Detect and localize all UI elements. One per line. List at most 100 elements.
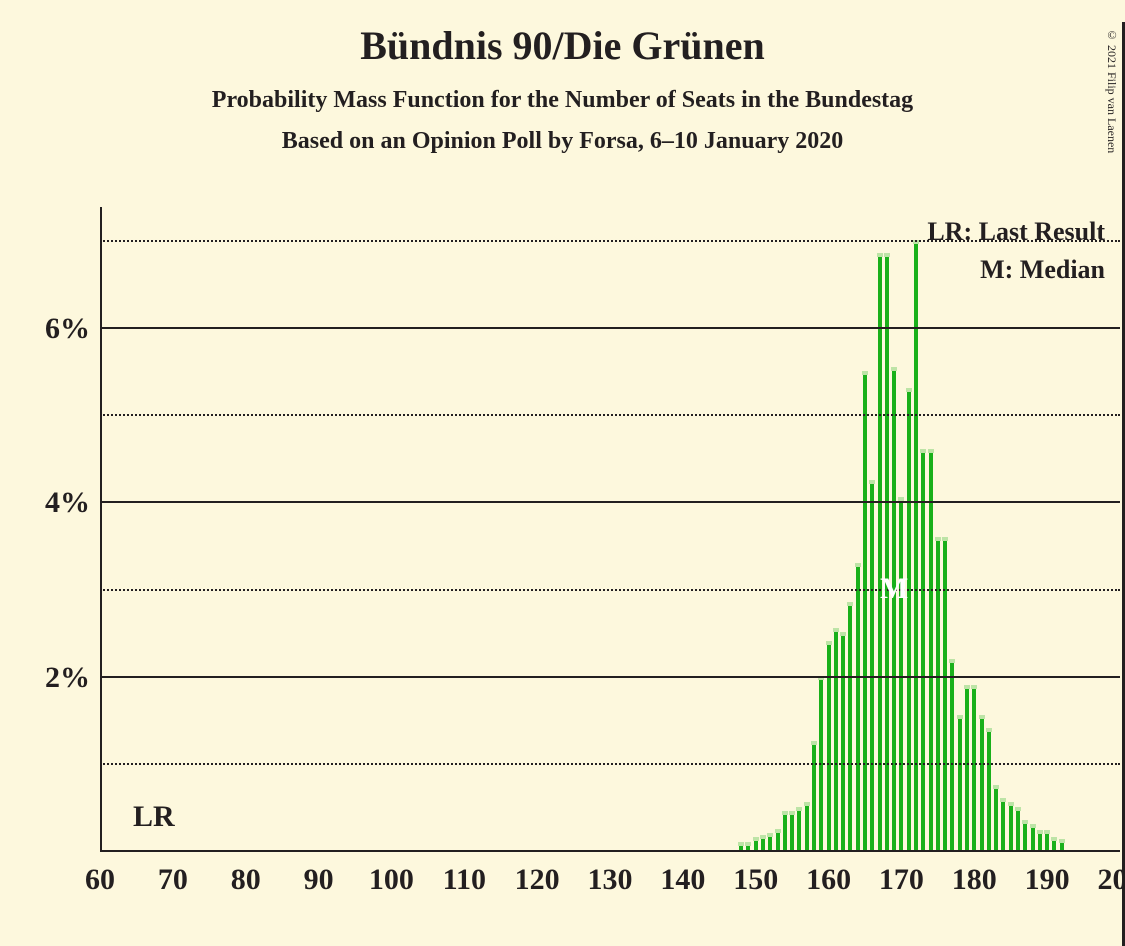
gridline-dotted xyxy=(100,414,1120,416)
bar xyxy=(783,815,787,850)
bar xyxy=(907,392,911,850)
bar xyxy=(776,833,780,850)
bar xyxy=(885,257,889,850)
bar xyxy=(1001,802,1005,850)
bar xyxy=(1060,843,1064,850)
x-tick-label: 110 xyxy=(443,863,486,897)
x-tick-label: 160 xyxy=(806,863,851,897)
bar-cap xyxy=(1000,798,1006,802)
bar xyxy=(943,541,947,850)
gridline-dotted xyxy=(100,240,1120,242)
bar-cap xyxy=(928,449,934,453)
y-tick-label: 4% xyxy=(45,486,90,520)
x-tick-label: 100 xyxy=(369,863,414,897)
bar xyxy=(878,257,882,850)
bar-cap xyxy=(979,715,985,719)
bar-cap xyxy=(753,837,759,841)
bar xyxy=(1052,841,1056,850)
x-tick-label: 140 xyxy=(660,863,705,897)
bar-cap xyxy=(1059,839,1065,843)
median-annotation: M xyxy=(880,572,908,606)
bar xyxy=(819,680,823,850)
x-tick-label: 180 xyxy=(952,863,997,897)
bar-cap xyxy=(1051,837,1057,841)
bar xyxy=(1045,834,1049,850)
gridline-solid xyxy=(100,327,1120,329)
bar xyxy=(856,567,860,850)
bar-cap xyxy=(884,253,890,257)
bar-cap xyxy=(782,811,788,815)
bar-cap xyxy=(789,811,795,815)
bar-cap xyxy=(862,371,868,375)
x-axis xyxy=(100,850,1120,852)
bar xyxy=(768,837,772,850)
bar xyxy=(754,841,758,850)
bar xyxy=(805,806,809,850)
bar-cap xyxy=(840,632,846,636)
bar-cap xyxy=(1037,830,1043,834)
bar xyxy=(1038,834,1042,850)
bar xyxy=(1016,811,1020,850)
y-axis xyxy=(100,207,102,852)
chart-area: 2%4%6% 607080901001101201301401501601701… xyxy=(25,207,1120,907)
bar-cap xyxy=(906,388,912,392)
x-tick-label: 170 xyxy=(879,863,924,897)
bar-cap xyxy=(847,602,853,606)
bar-cap xyxy=(877,253,883,257)
bar xyxy=(987,732,991,850)
bar xyxy=(1031,828,1035,850)
bar-cap xyxy=(811,741,817,745)
bar xyxy=(790,815,794,850)
x-tick-label: 60 xyxy=(85,863,115,897)
chart-title: Bündnis 90/Die Grünen xyxy=(0,22,1125,69)
bar-cap xyxy=(767,833,773,837)
bar xyxy=(863,375,867,850)
bar xyxy=(958,719,962,850)
bar-cap xyxy=(804,802,810,806)
x-tick-label: 190 xyxy=(1025,863,1070,897)
bar xyxy=(761,839,765,850)
bar xyxy=(848,606,852,850)
bar-cap xyxy=(891,367,897,371)
x-tick-label: 150 xyxy=(733,863,778,897)
gridline-solid xyxy=(100,676,1120,678)
bar-cap xyxy=(964,685,970,689)
bar xyxy=(994,789,998,850)
bar-cap xyxy=(1044,830,1050,834)
x-tick-label: 90 xyxy=(304,863,334,897)
bar xyxy=(936,541,940,850)
bar-cap xyxy=(1030,824,1036,828)
bar xyxy=(797,811,801,850)
bar-cap xyxy=(920,449,926,453)
bar-cap xyxy=(971,685,977,689)
x-tick-label: 130 xyxy=(588,863,633,897)
copyright: © 2021 Filip van Laenen xyxy=(1104,28,1119,153)
bar xyxy=(980,719,984,850)
lr-annotation: LR xyxy=(133,800,175,834)
bar xyxy=(834,632,838,850)
bar xyxy=(921,453,925,850)
bar-cap xyxy=(1015,807,1021,811)
gridline-dotted xyxy=(100,589,1120,591)
bar-cap xyxy=(949,659,955,663)
x-tick-label: 200 xyxy=(1098,863,1125,897)
bar-cap xyxy=(775,829,781,833)
bar-cap xyxy=(796,807,802,811)
bar xyxy=(965,689,969,850)
chart-subtitle-2: Based on an Opinion Poll by Forsa, 6–10 … xyxy=(0,128,1125,155)
bar xyxy=(972,689,976,850)
y-tick-label: 6% xyxy=(45,312,90,346)
bar-cap xyxy=(1008,802,1014,806)
bar xyxy=(914,244,918,850)
bar xyxy=(812,745,816,850)
x-tick-label: 70 xyxy=(158,863,188,897)
chart-subtitle-1: Probability Mass Function for the Number… xyxy=(0,87,1125,114)
bar xyxy=(1023,824,1027,850)
bar-cap xyxy=(957,715,963,719)
bar xyxy=(929,453,933,850)
bar xyxy=(950,663,954,850)
bar xyxy=(1009,806,1013,850)
bar xyxy=(892,371,896,850)
bar-cap xyxy=(745,842,751,846)
bar xyxy=(841,636,845,850)
